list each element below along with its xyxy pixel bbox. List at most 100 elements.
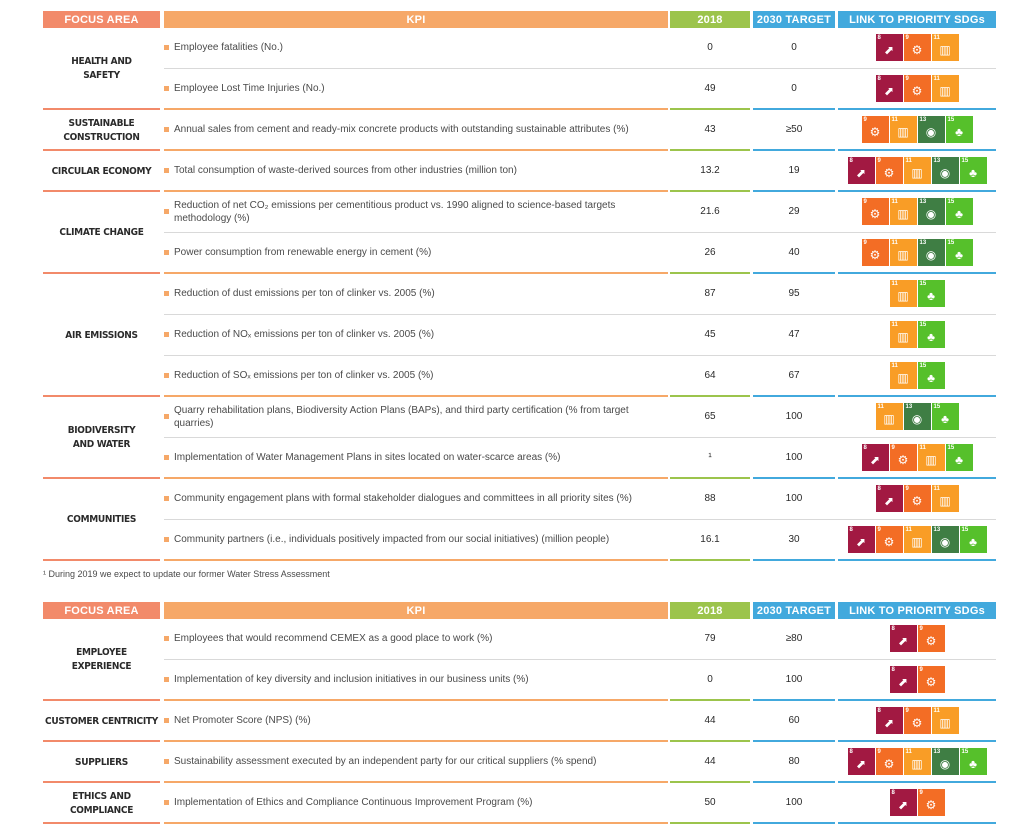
sdg-icons: 9 ⚙ 11 ▥ 13 ◉ 15 ♣: [838, 192, 996, 231]
sdg-glyph: ▥: [925, 452, 937, 467]
bullet-icon: [164, 799, 169, 805]
group-divider: [670, 395, 750, 397]
sdg-glyph: ⬈: [897, 797, 909, 812]
value-2018: 0: [707, 674, 713, 685]
sdg-9-icon: 9 ⚙: [875, 748, 903, 775]
kpi-label: Reduction of SOₓ emissions per ton of cl…: [174, 370, 434, 381]
value-2018: 13.2: [700, 165, 720, 176]
focus-divider: [43, 559, 160, 561]
kpi-row: Implementation of key diversity and incl…: [164, 660, 996, 701]
group-divider: [838, 190, 996, 192]
sdg-8-icon: 8 ⬈: [861, 444, 889, 471]
focus-group: SUPPLIERS Sustainability assessment execu…: [43, 742, 996, 783]
value-2030-target: 100: [785, 674, 803, 685]
sdg-11-icon: 11 ▥: [889, 239, 917, 266]
sdg-number: 13: [933, 749, 941, 755]
sdg-glyph: ◉: [925, 247, 937, 262]
sdg-number: 15: [919, 322, 927, 328]
kpi-label: Net Promoter Score (NPS) (%): [174, 715, 311, 726]
sdg-glyph: ⚙: [911, 715, 923, 730]
value-2030-target: 30: [788, 534, 800, 545]
focus-divider: [43, 190, 160, 192]
group-divider: [753, 272, 835, 274]
group-divider: [164, 108, 668, 110]
focus-area-header: FOCUS AREA: [43, 602, 160, 619]
sdg-glyph: ⬈: [869, 452, 881, 467]
sdg-number: 9: [919, 790, 923, 796]
group-divider: [164, 190, 668, 192]
sdg-11-icon: 11 ▥: [931, 485, 959, 512]
sdg-11-icon: 11 ▥: [889, 198, 917, 225]
value-2030-target: 100: [785, 797, 803, 808]
group-divider: [670, 740, 750, 742]
group-divider: [670, 781, 750, 783]
year-2018-header: 2018: [670, 11, 750, 28]
sdg-glyph: ▥: [897, 288, 909, 303]
focus-group: AIR EMISSIONS Reduction of dust emissions…: [43, 274, 996, 397]
sdg-glyph: ⚙: [883, 165, 895, 180]
sdg-glyph: ⬈: [897, 633, 909, 648]
bullet-icon: [164, 454, 169, 460]
sdg-number: 13: [933, 527, 941, 533]
sdg-15-icon: 15 ♣: [945, 444, 973, 471]
sdg-number: 8: [849, 527, 853, 533]
sdg-number: 13: [919, 117, 927, 123]
sdg-number: 15: [947, 117, 955, 123]
sdg-number: 9: [905, 486, 909, 492]
sdg-9-icon: 9 ⚙: [903, 485, 931, 512]
focus-area-header: FOCUS AREA: [43, 11, 160, 28]
group-divider: [838, 699, 996, 701]
sdg-icons: 11 ▥ 15 ♣: [838, 274, 996, 313]
kpi-row: Reduction of NOₓ emissions per ton of cl…: [164, 315, 996, 356]
sdg-number: 11: [891, 117, 898, 123]
sdg-11-icon: 11 ▥: [917, 444, 945, 471]
sdg-number: 11: [933, 486, 940, 492]
row-divider: [164, 437, 996, 438]
focus-divider: [43, 149, 160, 151]
value-2030-target: 29: [788, 206, 800, 217]
bullet-icon: [164, 249, 169, 255]
sdg-number: 9: [877, 158, 881, 164]
sdg-number: 8: [877, 486, 881, 492]
sdg-number: 15: [919, 363, 927, 369]
sdg-11-icon: 11 ▥: [931, 34, 959, 61]
value-2030-target: 100: [785, 493, 803, 504]
sdg-number: 9: [891, 445, 895, 451]
sdg-glyph: ▥: [897, 206, 909, 221]
bullet-icon: [164, 331, 169, 337]
sdg-number: 11: [905, 749, 912, 755]
focus-group: HEALTH AND SAFETY Employee fatalities (No…: [43, 28, 996, 110]
group-divider: [838, 559, 996, 561]
sdg-glyph: ♣: [955, 124, 963, 139]
sdg-glyph: ⚙: [883, 534, 895, 549]
sdg-15-icon: 15 ♣: [945, 116, 973, 143]
sdg-number: 15: [947, 199, 955, 205]
sdg-15-icon: 15 ♣: [945, 239, 973, 266]
sdg-glyph: ♣: [955, 206, 963, 221]
sdg-number: 9: [863, 199, 867, 205]
sdg-glyph: ◉: [911, 411, 923, 426]
focus-divider: [43, 699, 160, 701]
sdg-11-icon: 11 ▥: [889, 116, 917, 143]
sdg-number: 8: [877, 708, 881, 714]
group-divider: [670, 272, 750, 274]
focus-area-label: CUSTOMER CENTRICITY: [45, 715, 158, 727]
group-divider: [753, 108, 835, 110]
kpi-row: Reduction of dust emissions per ton of c…: [164, 274, 996, 315]
value-2018: ¹: [708, 452, 712, 463]
sdg-glyph: ▥: [911, 165, 923, 180]
sdg-icons: 8 ⬈ 9 ⚙ 11 ▥: [838, 28, 996, 67]
kpi-label: Total consumption of waste-derived sourc…: [174, 165, 517, 176]
value-2018: 50: [704, 797, 716, 808]
bullet-icon: [164, 536, 169, 542]
kpi-row: Employee fatalities (No.) 0 0 8 ⬈ 9 ⚙ 11 ▥: [164, 28, 996, 69]
focus-area-label: CLIMATE CHANGE: [59, 227, 144, 238]
sdg-icons: 8 ⬈ 9 ⚙ 11 ▥: [838, 479, 996, 518]
focus-area-label: CIRCULAR ECONOMY: [51, 165, 152, 177]
sdg-glyph: ⚙: [869, 206, 881, 221]
sdg-number: 9: [919, 667, 923, 673]
sdg-number: 11: [905, 527, 912, 533]
sdg-number: 8: [891, 626, 895, 632]
sdg-glyph: ⚙: [911, 42, 923, 57]
sdg-9-icon: 9 ⚙: [903, 75, 931, 102]
